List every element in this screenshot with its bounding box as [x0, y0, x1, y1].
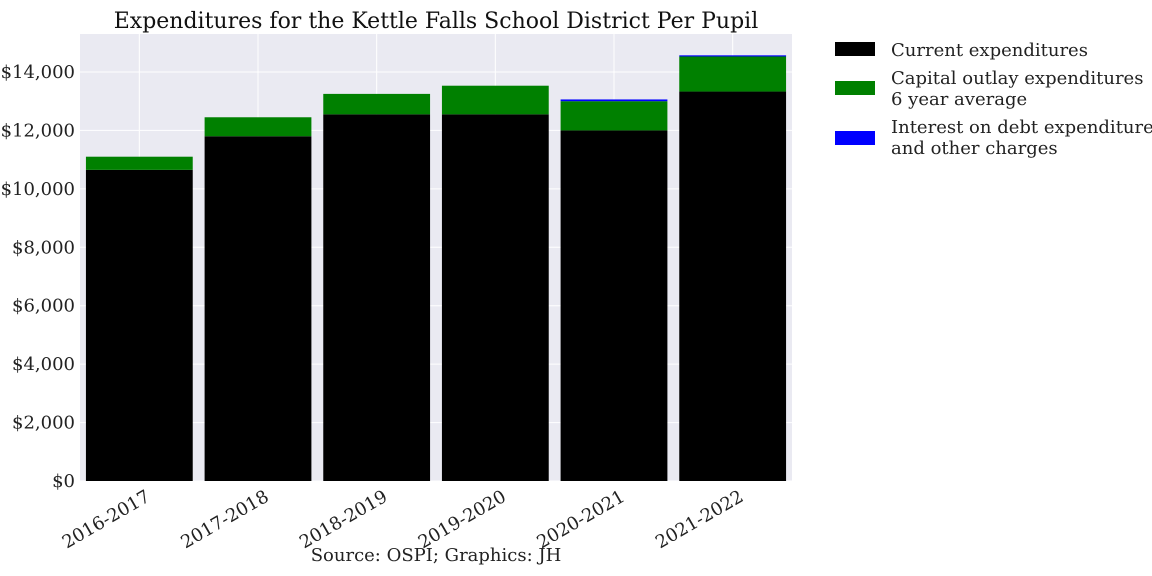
bar-2016-2017-series-1 — [85, 156, 193, 170]
x-tick-label: 2021-2022 — [652, 486, 747, 553]
plot-background — [80, 34, 792, 481]
bar-2021-2022-series-0 — [679, 91, 787, 481]
legend-label: 6 year average — [891, 89, 1027, 110]
bar-2020-2021-series-2 — [560, 99, 668, 102]
bar-2016-2017-series-0 — [85, 169, 193, 481]
bar-2021-2022-series-2 — [679, 55, 787, 57]
x-tick-label: 2019-2020 — [415, 486, 510, 553]
legend-swatch — [835, 42, 875, 56]
x-tick-label: 2016-2017 — [59, 486, 154, 553]
y-tick-label: $12,000 — [1, 120, 75, 141]
bar-2019-2020-series-1 — [441, 85, 549, 115]
bars — [85, 55, 787, 482]
bar-2018-2019-series-0 — [323, 114, 431, 481]
x-tick-label: 2017-2018 — [177, 486, 272, 553]
legend-label: and other charges — [891, 138, 1058, 159]
y-tick-label: $10,000 — [1, 179, 75, 200]
legend: Current expenditures Capital outlay expen… — [835, 40, 1152, 159]
chart-title: Expenditures for the Kettle Falls School… — [114, 9, 759, 34]
y-tick-label: $0 — [52, 471, 75, 492]
y-tick-label: $6,000 — [12, 296, 75, 317]
bar-2018-2019-series-1 — [323, 93, 431, 115]
x-tick-label: 2018-2019 — [296, 486, 391, 553]
x-axis-label: Source: OSPI; Graphics: JH — [311, 545, 562, 566]
legend-label: Interest on debt expenditures — [891, 117, 1152, 138]
bar-2017-2018-series-0 — [204, 136, 312, 482]
legend-swatch — [835, 131, 875, 145]
legend-label: Capital outlay expenditures — [891, 68, 1143, 89]
x-tick-label: 2020-2021 — [533, 486, 628, 553]
x-axis-ticks: 2016-2017 2017-2018 2018-2019 2019-2020 2020… — [59, 486, 747, 553]
bar-2017-2018-series-1 — [204, 117, 312, 137]
bar-2019-2020-series-0 — [441, 114, 549, 481]
legend-swatch — [835, 81, 875, 95]
bar-2021-2022-series-1 — [679, 56, 787, 92]
y-tick-label: $8,000 — [12, 237, 75, 258]
bar-2020-2021-series-0 — [560, 130, 668, 482]
y-tick-label: $14,000 — [1, 62, 75, 83]
y-tick-label: $4,000 — [12, 354, 75, 375]
y-axis-ticks: $0 $2,000 $4,000 $6,000 $8,000 $10,000 $12,000… — [1, 62, 75, 492]
bar-2020-2021-series-1 — [560, 101, 668, 131]
y-tick-label: $2,000 — [12, 413, 75, 434]
legend-label: Current expenditures — [891, 40, 1088, 61]
